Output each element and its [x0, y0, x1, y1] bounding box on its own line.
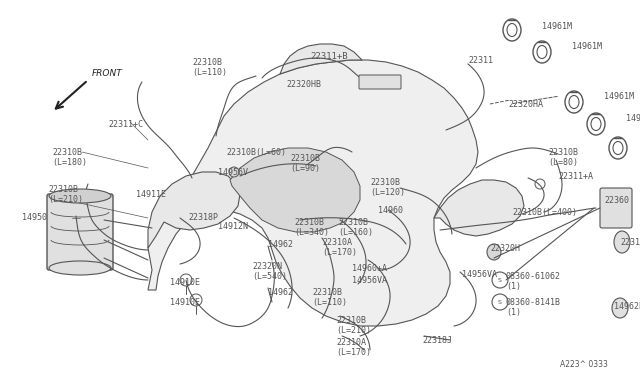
Text: 14961M: 14961M	[626, 114, 640, 123]
Text: 22310B
(L=90): 22310B (L=90)	[290, 154, 320, 173]
Text: 22310A
(L=170): 22310A (L=170)	[336, 338, 371, 357]
Text: 22310B(L=60): 22310B(L=60)	[226, 148, 286, 157]
Text: 22310A
(L=170): 22310A (L=170)	[322, 238, 357, 257]
Text: 14912N: 14912N	[218, 222, 248, 231]
Text: 14962: 14962	[268, 288, 293, 297]
Text: 22310B
(L=210): 22310B (L=210)	[336, 316, 371, 336]
Text: 22310B
(L=340): 22310B (L=340)	[294, 218, 329, 237]
FancyBboxPatch shape	[600, 188, 632, 228]
Circle shape	[229, 167, 239, 177]
Polygon shape	[280, 44, 362, 74]
FancyBboxPatch shape	[359, 75, 401, 89]
Text: 14956VA: 14956VA	[352, 276, 387, 285]
Ellipse shape	[487, 244, 501, 260]
Text: S: S	[498, 278, 502, 282]
Text: 14961M: 14961M	[572, 42, 602, 51]
Polygon shape	[148, 60, 478, 326]
Ellipse shape	[49, 261, 111, 275]
Text: 14910E: 14910E	[170, 278, 200, 287]
Polygon shape	[230, 148, 360, 232]
Polygon shape	[434, 180, 524, 236]
Text: 22317: 22317	[620, 238, 640, 247]
Text: 14961M: 14961M	[542, 22, 572, 31]
Text: 22311: 22311	[468, 56, 493, 65]
Text: 22360: 22360	[604, 196, 629, 205]
Text: 22320N
(L=540): 22320N (L=540)	[252, 262, 287, 281]
Text: 22318P: 22318P	[188, 213, 218, 222]
Text: A223^ 0333: A223^ 0333	[560, 360, 608, 369]
Ellipse shape	[614, 231, 630, 253]
Text: 14910E: 14910E	[170, 298, 200, 307]
Text: 22311+A: 22311+A	[558, 172, 593, 181]
Text: 22318J: 22318J	[422, 336, 452, 345]
Text: 22310B
(L=160): 22310B (L=160)	[338, 218, 373, 237]
Text: 08360-8141B
(1): 08360-8141B (1)	[506, 298, 561, 317]
Text: 22311+B: 22311+B	[310, 52, 348, 61]
FancyBboxPatch shape	[47, 194, 113, 270]
Text: 14962P: 14962P	[614, 302, 640, 311]
Text: 14961M: 14961M	[604, 92, 634, 101]
Text: 14956VA: 14956VA	[462, 270, 497, 279]
Text: 14960: 14960	[378, 206, 403, 215]
Text: 22310B
(L=110): 22310B (L=110)	[192, 58, 227, 77]
Text: 22310B
(L=80): 22310B (L=80)	[548, 148, 578, 167]
Text: 22311+C: 22311+C	[108, 120, 143, 129]
Text: FRONT: FRONT	[92, 69, 123, 78]
Text: 22310B
(L=210): 22310B (L=210)	[48, 185, 83, 204]
Text: 22320HB: 22320HB	[286, 80, 321, 89]
Text: 22310B
(L=180): 22310B (L=180)	[52, 148, 87, 167]
Text: 14962: 14962	[268, 240, 293, 249]
Ellipse shape	[49, 189, 111, 203]
Polygon shape	[148, 172, 240, 248]
Text: 22310B(L=400): 22310B(L=400)	[512, 208, 577, 217]
Text: 22310B
(L=110): 22310B (L=110)	[312, 288, 347, 307]
Text: 14956V: 14956V	[218, 168, 248, 177]
Text: 08360-61062
(1): 08360-61062 (1)	[506, 272, 561, 291]
Ellipse shape	[612, 298, 628, 318]
Text: 14950: 14950	[22, 213, 47, 222]
Text: 22320HA: 22320HA	[508, 100, 543, 109]
Text: 14960+A: 14960+A	[352, 264, 387, 273]
Text: S: S	[498, 299, 502, 305]
Text: 14911E: 14911E	[136, 190, 166, 199]
Text: 22310B
(L=120): 22310B (L=120)	[370, 178, 405, 198]
Text: 22320H: 22320H	[490, 244, 520, 253]
